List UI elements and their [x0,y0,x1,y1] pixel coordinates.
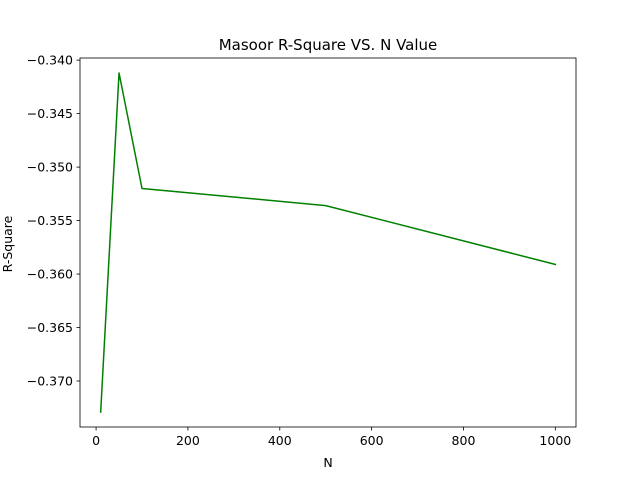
plot-area: 0 200 400 600 800 1000 −0.340 −0.345 −0.350 −0.35… [27,53,577,448]
y-tick-label: −0.365 [27,320,73,335]
x-tick-label: 400 [268,433,292,448]
x-tick-label: 800 [452,433,476,448]
y-tick-label: −0.370 [27,374,73,389]
x-tick-label: 1000 [539,433,571,448]
x-tick-label: 600 [360,433,384,448]
chart-title: Masoor R-Square VS. N Value [219,36,438,54]
x-axis-label: N [323,455,332,470]
y-axis-label: R-Square [0,215,15,272]
y-tick-label: −0.360 [27,267,73,282]
y-tick-label: −0.345 [27,106,73,121]
y-tick-label: −0.340 [27,53,73,68]
y-tick-label: −0.350 [27,160,73,175]
y-tick-label: −0.355 [27,213,73,228]
x-tick-label: 200 [176,433,200,448]
series-line-0 [99,72,557,413]
axes-frame [79,57,577,428]
x-tick-label: 0 [92,433,100,448]
